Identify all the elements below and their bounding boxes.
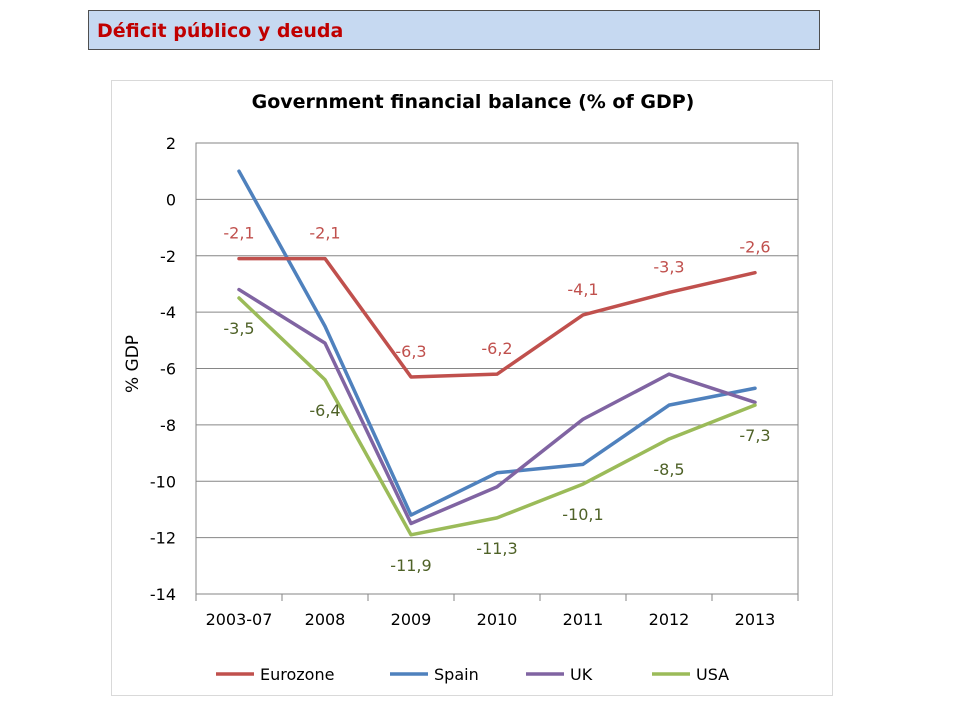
x-tick-label: 2011 [563,610,604,629]
y-tick-label: -6 [160,360,176,379]
y-tick-label: -12 [150,529,176,548]
y-tick-label: 0 [166,190,176,209]
y-tick-label: -4 [160,303,176,322]
data-label-usa: -10,1 [562,505,603,524]
x-tick-label: 2009 [391,610,432,629]
y-tick-label: -14 [150,585,176,604]
x-tick-label: 2013 [735,610,776,629]
legend-label-uk: UK [570,665,593,684]
data-label-eurozone: -2,6 [739,238,770,257]
legend-label-eurozone: Eurozone [260,665,334,684]
data-label-eurozone: -3,3 [653,257,684,276]
chart-title: Government financial balance (% of GDP) [252,91,695,113]
data-label-eurozone: -2,1 [309,224,340,243]
y-tick-label: 2 [166,134,176,153]
data-label-eurozone: -2,1 [223,224,254,243]
y-tick-label: -2 [160,247,176,266]
legend-label-spain: Spain [434,665,479,684]
x-tick-label: 2003-07 [206,610,273,629]
slide-title: Déficit público y deuda [97,20,344,42]
data-label-usa: -8,5 [653,460,684,479]
x-tick-label: 2010 [477,610,518,629]
data-label-usa: -11,9 [390,556,431,575]
x-tick-label: 2012 [649,610,690,629]
data-label-eurozone: -6,2 [481,339,512,358]
y-tick-label: -8 [160,416,176,435]
data-label-usa: -7,3 [739,426,770,445]
data-label-usa: -6,4 [309,401,340,420]
series-line-spain [237,169,757,517]
series-line-uk [237,287,757,526]
data-label-eurozone: -4,1 [567,280,598,299]
x-tick-label: 2008 [305,610,346,629]
data-label-usa: -3,5 [223,319,254,338]
y-tick-label: -10 [150,472,176,491]
data-label-eurozone: -6,3 [395,342,426,361]
slide-title-box: Déficit público y deuda [88,10,820,50]
y-axis-label: % GDP [123,335,143,393]
plot-area [195,142,799,595]
legend-label-usa: USA [696,665,729,684]
data-label-usa: -11,3 [476,539,517,558]
series-line-eurozone [237,256,757,379]
series-line-usa [237,296,757,537]
